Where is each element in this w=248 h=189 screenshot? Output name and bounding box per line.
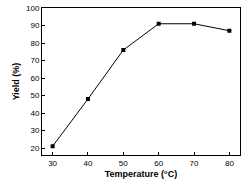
svg-text:30: 30 xyxy=(48,159,57,168)
svg-text:40: 40 xyxy=(84,159,93,168)
svg-text:80: 80 xyxy=(30,39,39,48)
svg-text:70: 70 xyxy=(30,56,39,65)
svg-text:Yield (%): Yield (%) xyxy=(11,63,21,101)
svg-text:90: 90 xyxy=(30,21,39,30)
svg-text:30: 30 xyxy=(30,126,39,135)
svg-text:100: 100 xyxy=(26,4,40,13)
svg-text:60: 60 xyxy=(154,159,163,168)
svg-text:80: 80 xyxy=(225,159,234,168)
svg-text:50: 50 xyxy=(119,159,128,168)
svg-text:20: 20 xyxy=(30,144,39,153)
svg-text:40: 40 xyxy=(30,109,39,118)
svg-text:50: 50 xyxy=(30,91,39,100)
svg-text:70: 70 xyxy=(190,159,199,168)
svg-text:60: 60 xyxy=(30,74,39,83)
svg-text:Temperature (°C): Temperature (°C) xyxy=(105,169,177,179)
